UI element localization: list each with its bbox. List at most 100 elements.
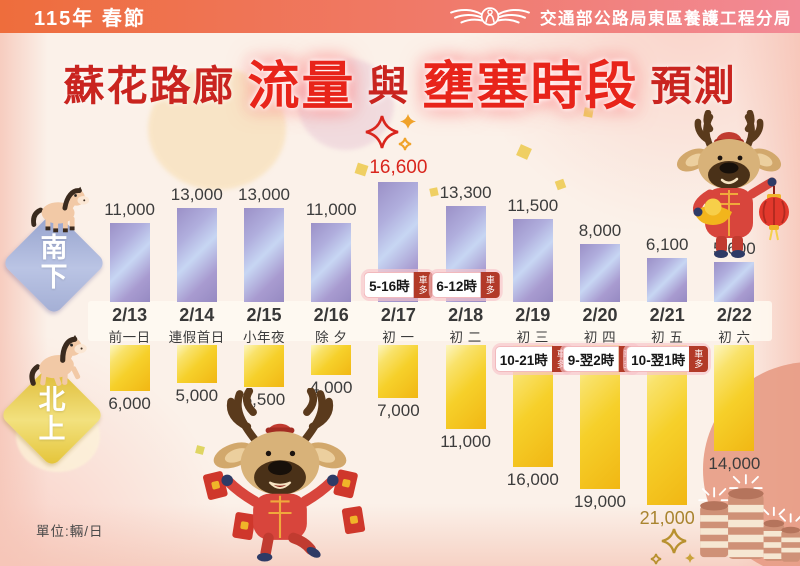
south-value: 13,000: [170, 185, 223, 204]
horse-icon: [31, 186, 90, 233]
date-cell: 2/22 初 六: [701, 302, 768, 345]
northbound-area: 11,000: [432, 345, 499, 566]
south-bar: [579, 244, 620, 302]
congestion-time: 9-翌2時: [562, 346, 619, 372]
northbound-label: 北上: [38, 385, 66, 444]
day-name-label: 初 四: [583, 329, 617, 345]
southbound-area: 13,000: [230, 140, 297, 302]
southbound-area: 13,000: [163, 140, 230, 302]
south-bar: [512, 219, 553, 302]
southbound-area: 11,000: [298, 140, 365, 302]
congestion-badge: 5-16時 車多: [364, 272, 433, 298]
day-name-label: 連假首日: [168, 329, 225, 345]
south-value: 8,000: [578, 221, 622, 240]
top-banner: 115年 春節 交通部公路局東區養護工程分局: [0, 0, 800, 33]
south-value: 16,600: [369, 157, 428, 178]
southbound-area: 16,600 5-16時 車多: [364, 140, 433, 302]
north-value: 21,000: [639, 508, 695, 528]
title-part-and: 與: [367, 62, 411, 109]
date-label: 2/21: [649, 305, 685, 325]
south-bar: [311, 223, 352, 302]
agency-name: 交通部公路局東區養護工程分局: [540, 9, 792, 28]
southbound-label: 南下: [40, 233, 68, 292]
date-cell: 2/19 初 三: [499, 302, 566, 345]
northbound-area: 16,000 10-21時 車多: [494, 345, 571, 566]
chart-column: 13,300 6-12時 車多 2/18 初 二 11,000: [431, 140, 500, 566]
heavy-traffic-tag: 車多: [413, 272, 433, 298]
congestion-badge: 10-21時 車多: [494, 346, 571, 372]
sparkle-stars-icon: [365, 114, 416, 151]
southbound-area: 11,500: [499, 140, 566, 302]
date-label: 2/17: [380, 305, 416, 325]
day-name-label: 除 夕: [315, 329, 348, 345]
south-value: 13,000: [237, 185, 290, 204]
reindeer-with-ingot-and-lantern: [676, 110, 789, 258]
title-part-corridor: 蘇花路廊: [63, 62, 236, 109]
day-name-label: 前一日: [108, 329, 151, 345]
north-value: 11,000: [440, 432, 491, 451]
south-bar: [243, 208, 284, 302]
south-bar: [109, 223, 150, 302]
north-value: 6,000: [108, 394, 151, 413]
date-cell: 2/14 連假首日: [163, 302, 230, 345]
agency-branding: 交通部公路局東區養護工程分局: [447, 0, 792, 33]
north-bar: [109, 345, 150, 391]
unit-label: 單位:輛/日: [36, 524, 104, 539]
date-cell: 2/17 初 一: [365, 302, 432, 345]
north-bar: [311, 345, 352, 375]
south-bar: [647, 258, 688, 302]
congestion-time: 5-16時: [364, 272, 414, 298]
date-label: 2/18: [448, 305, 484, 325]
day-name-label: 初 三: [516, 329, 549, 345]
congestion-time: 10-21時: [494, 346, 552, 372]
date-cell: 2/21 初 五: [634, 302, 701, 345]
congestion-time: 10-翌1時: [626, 346, 690, 372]
south-bar: [176, 208, 217, 302]
day-name-label: 初 一: [382, 329, 415, 345]
south-value: 11,000: [104, 200, 155, 219]
north-bar: [378, 345, 419, 398]
north-bar: [714, 345, 755, 451]
highway-bureau-wings-logo-icon: [450, 7, 530, 26]
day-name-label: 初 二: [449, 329, 482, 345]
title-part-forecast: 預測: [650, 62, 737, 109]
day-name-label: 初 六: [718, 329, 751, 345]
congestion-badge: 10-翌1時 車多: [626, 346, 709, 372]
north-value: 7,000: [377, 401, 420, 420]
south-bar: [714, 262, 755, 302]
chart-column: 11,500 2/19 初 三 16,000 10-21時 車多: [494, 140, 571, 566]
heavy-traffic-tag: 車多: [689, 346, 709, 372]
chart-column: 11,000 2/13 前一日 6,000: [96, 140, 163, 566]
day-name-label: 初 五: [651, 329, 684, 345]
festival-year-label: 115年 春節: [34, 8, 146, 30]
southbound-area: 8,000: [566, 140, 633, 302]
firecrackers: [698, 474, 800, 562]
date-label: 2/13: [112, 305, 148, 325]
date-cell: 2/20 初 四: [566, 302, 633, 345]
north-value: 19,000: [573, 492, 626, 511]
south-value: 11,500: [507, 196, 559, 215]
heavy-traffic-tag: 車多: [480, 272, 500, 298]
date-cell: 2/18 初 二: [432, 302, 499, 345]
date-label: 2/15: [246, 305, 282, 325]
southbound-area: 11,000: [96, 140, 163, 302]
date-cell: 2/16 除 夕: [298, 302, 365, 345]
south-value: 13,300: [439, 183, 492, 202]
south-value: 11,000: [305, 200, 357, 219]
title-part-volume: 流量: [247, 58, 356, 116]
horse-icon: [29, 335, 87, 386]
date-label: 2/19: [515, 305, 551, 325]
date-cell: 2/15 小年夜: [230, 302, 297, 345]
page-title: 蘇花路廊 流量 與 壅塞時段 預測: [0, 44, 800, 119]
date-label: 2/16: [313, 305, 349, 325]
north-bar: [445, 345, 486, 429]
date-label: 2/20: [582, 305, 618, 325]
date-label: 2/22: [716, 305, 752, 325]
day-name-label: 小年夜: [242, 329, 285, 345]
jumping-reindeer-with-red-envelopes: [202, 388, 366, 562]
date-cell: 2/13 前一日: [96, 302, 163, 345]
congestion-time: 6-12時: [431, 272, 481, 298]
